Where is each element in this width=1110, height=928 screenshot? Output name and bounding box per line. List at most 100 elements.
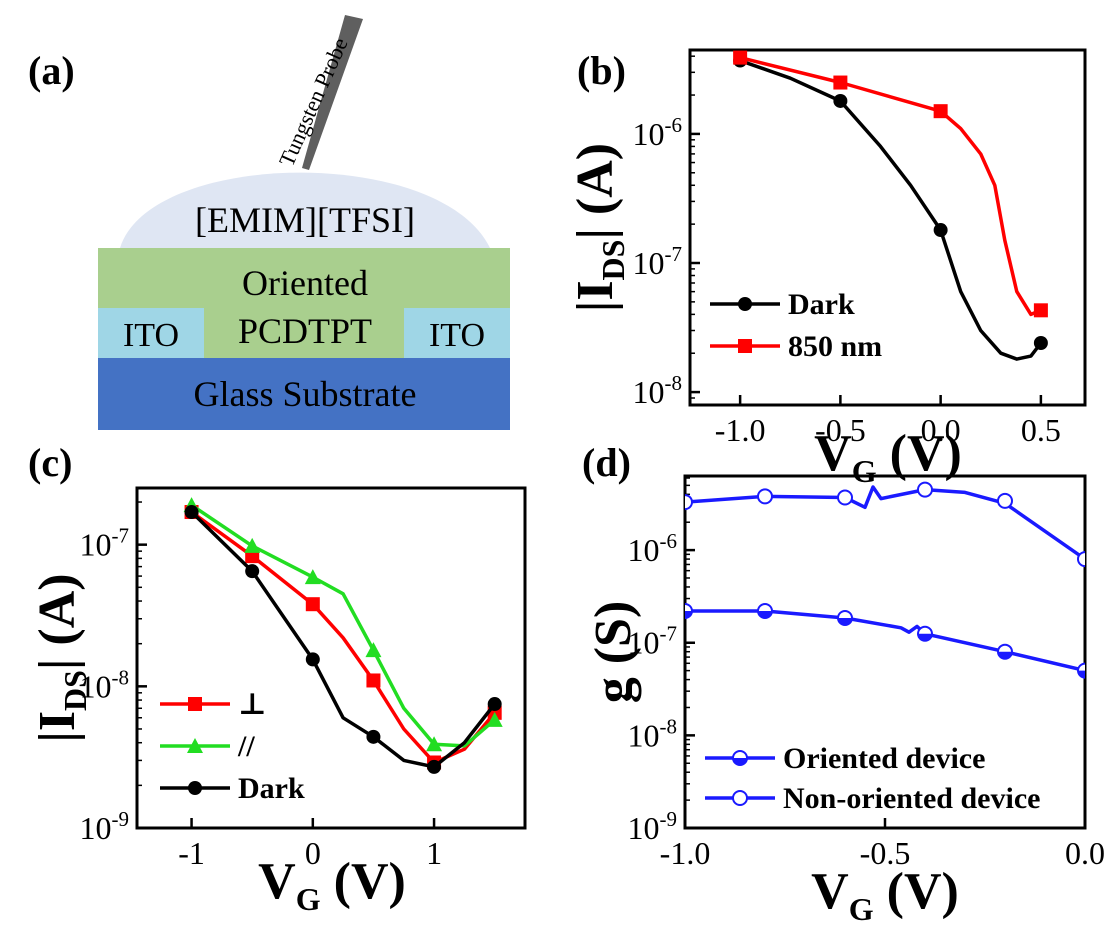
data-point (245, 564, 260, 579)
data-point-fill (838, 617, 853, 625)
chart-d: -1.0 -0.5 0.0 10-9 10-8 10-7 10-6 Oriented devi… (585, 474, 1105, 927)
electrolyte-drop (120, 172, 490, 248)
y-axis-label: g (S) (585, 601, 642, 704)
film-label-line1: Oriented (242, 263, 368, 303)
data-point (833, 93, 848, 108)
data-point (1033, 303, 1048, 318)
ito-right (404, 308, 510, 358)
legend-marker (738, 339, 752, 353)
chart-c: -1 0 1 10-9 10-8 10-7 ⊥ // Dark |IDS| (A) VG (V) (29, 486, 527, 917)
data-point (757, 603, 773, 620)
y-tick-label: 10-8 (633, 371, 683, 410)
legend-label: // (237, 730, 255, 763)
series-line (739, 58, 1043, 361)
y-axis-label: |IDS| (A) (29, 573, 93, 742)
data-point-fill (758, 611, 773, 619)
x-axis-label: VG (V) (811, 863, 959, 927)
x-tick-label: -0.5 (860, 835, 911, 871)
plot-frame (688, 48, 1087, 407)
series-2 (184, 505, 502, 774)
data-point (733, 50, 748, 65)
data-point-fill (918, 633, 932, 641)
glass-substrate (98, 358, 510, 430)
y-tick-label: 10-9 (628, 807, 678, 846)
x-tick-label: -1.0 (660, 835, 711, 871)
legend-label: Oriented device (783, 742, 985, 775)
plot-frame (135, 486, 527, 830)
legend-label: Non-oriented device (783, 782, 1040, 815)
panel-d-label: (d) (582, 440, 631, 485)
data-point (685, 494, 693, 511)
ito-left-label: ITO (123, 317, 179, 354)
panel-b-label: (b) (577, 48, 626, 93)
series-0 (685, 603, 1085, 679)
x-tick-label: 1 (426, 835, 442, 871)
y-axis-label: |IDS| (A) (567, 143, 631, 312)
x-tick-label: -1.0 (715, 412, 766, 448)
data-point (486, 711, 503, 727)
y-tick-label: 10-8 (80, 665, 130, 704)
data-point (997, 492, 1013, 509)
y-tick-label: 10-8 (628, 714, 678, 753)
data-point (487, 697, 502, 712)
data-point (933, 104, 948, 119)
tungsten-probe (302, 15, 363, 170)
data-point (365, 642, 382, 658)
panel-a-label: (a) (28, 48, 75, 93)
y-tick-label: 10-6 (628, 529, 678, 568)
data-point (917, 625, 933, 642)
data-point (1033, 336, 1048, 351)
x-tick-label: -1 (178, 835, 205, 871)
legend-marker (732, 790, 748, 806)
series-line (685, 485, 1085, 561)
x-tick-label: -0.5 (815, 412, 866, 448)
film-label-line2: PCDTPT (238, 311, 372, 351)
y-tick-label: 10-6 (633, 113, 683, 152)
data-point (833, 75, 848, 90)
legend-label: ⊥ (238, 688, 267, 721)
legend-label: 850 nm (788, 330, 882, 363)
data-point (685, 603, 693, 620)
series-0 (733, 53, 1048, 361)
legend-marker (732, 750, 748, 766)
data-point (366, 729, 381, 744)
series-1 (733, 50, 1048, 318)
legend-marker (187, 738, 203, 753)
legend-marker (188, 781, 202, 795)
data-point (1077, 551, 1085, 568)
data-point (917, 481, 933, 498)
legend-marker (188, 697, 202, 711)
data-point (1077, 662, 1085, 679)
electrolyte-label: [EMIM][TFSI] (195, 200, 415, 240)
ito-left (98, 308, 204, 358)
x-axis-label: VG (V) (258, 853, 406, 917)
data-point (184, 505, 199, 520)
series-0 (184, 505, 502, 770)
legend-label: Dark (788, 288, 855, 321)
x-axis-label: VG (V) (814, 425, 962, 489)
series-1 (183, 497, 503, 752)
data-point (426, 736, 443, 752)
y-tick-label: 10-7 (80, 524, 130, 563)
panel-a: (a) Tungsten Probe [EMIM][TFSI] Oriented… (28, 15, 510, 430)
data-point (757, 488, 773, 505)
y-tick-label: 10-9 (80, 807, 130, 846)
chart-b: -1.0 -0.5 0.0 0.5 10-8 10-7 10-6 Dark 850 nm |IDS… (567, 48, 1087, 489)
panel-c-label: (c) (28, 440, 72, 485)
series-1 (685, 481, 1085, 568)
ito-right-label: ITO (429, 317, 485, 354)
data-point (366, 673, 381, 688)
x-tick-label: 0.0 (921, 412, 961, 448)
x-tick-label: 0.0 (1065, 835, 1105, 871)
data-point (837, 609, 853, 626)
data-point (837, 489, 853, 506)
x-tick-label: 0.5 (1021, 412, 1061, 448)
data-point (427, 759, 442, 774)
data-point (305, 652, 320, 667)
data-point-fill (998, 651, 1013, 659)
legend-marker (738, 297, 752, 311)
data-point-fill (685, 611, 692, 619)
y-tick-label: 10-7 (628, 622, 678, 661)
y-tick-label: 10-7 (633, 242, 683, 281)
